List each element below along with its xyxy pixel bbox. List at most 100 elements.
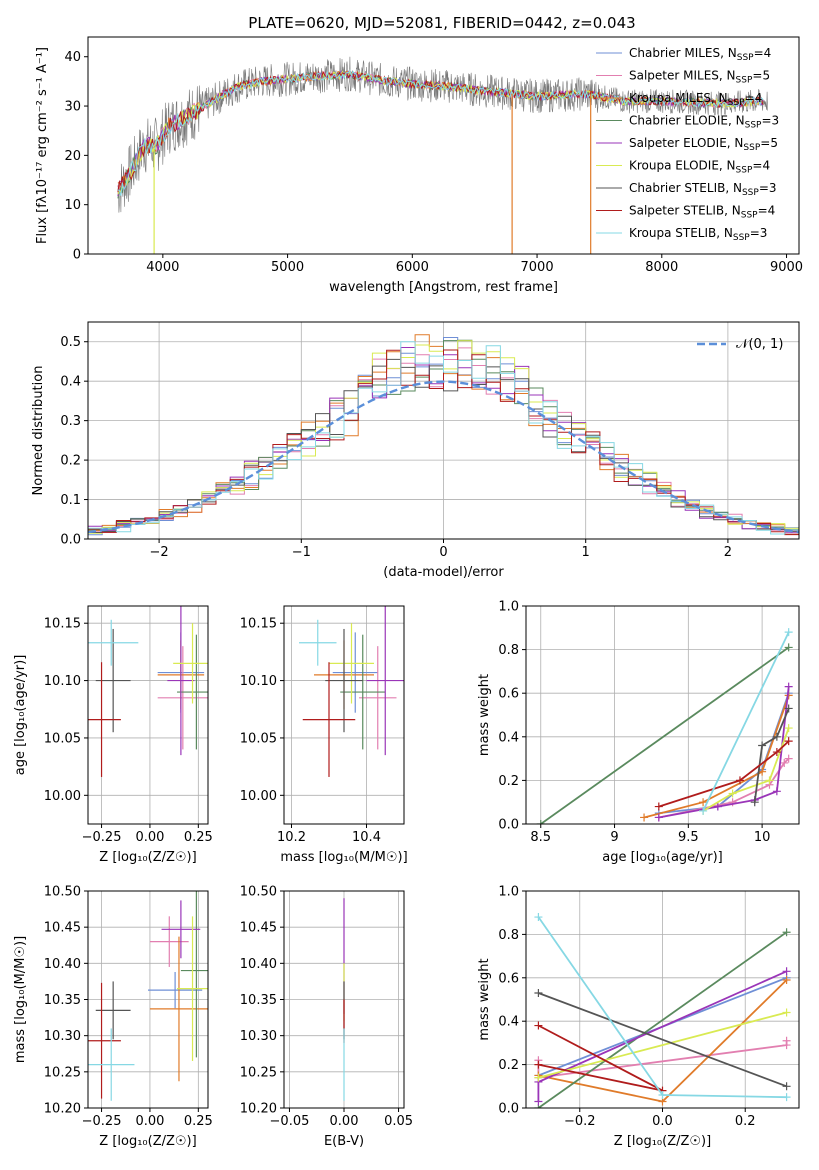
x-axis-label: age [log₁₀(age/yr)] xyxy=(602,850,723,865)
y-tick-label: 0.4 xyxy=(60,375,81,390)
y-tick-label: 0.2 xyxy=(498,1058,519,1073)
y-tick-label: 10.00 xyxy=(44,789,81,804)
x-tick-label: 7000 xyxy=(521,260,554,275)
x-axis-label: E(B-V) xyxy=(324,1134,364,1149)
legend-entry: Chabrier MILES, NSSP=4 xyxy=(629,46,771,63)
weight-series-line xyxy=(658,740,790,808)
plot-area xyxy=(117,56,768,254)
figure-title: PLATE=0620, MJD=52081, FIBERID=0442, z=0… xyxy=(248,14,635,32)
legend-entry: Chabrier STELIB, NSSP=3 xyxy=(629,181,777,198)
weight-point-marker xyxy=(699,798,708,807)
y-tick-label: 0.4 xyxy=(498,730,519,745)
weight-point-marker xyxy=(534,1021,543,1030)
weight-point-marker xyxy=(772,748,781,757)
y-tick-label: 20 xyxy=(64,149,81,164)
plot-area xyxy=(534,913,791,1108)
x-tick-label: −1 xyxy=(292,545,311,560)
x-tick-label: 0.25 xyxy=(184,1114,213,1129)
weight-point-marker xyxy=(765,776,774,785)
y-tick-label: 0.8 xyxy=(498,928,519,943)
x-tick-label: 10.4 xyxy=(352,830,381,845)
x-tick-label: 8000 xyxy=(645,260,678,275)
y-axis-label: Normed distribution xyxy=(31,366,46,496)
weight-point-marker xyxy=(784,754,793,763)
x-tick-label: 9000 xyxy=(770,260,803,275)
x-axis-label: Z [log₁₀(Z/Z☉)] xyxy=(99,1134,196,1149)
x-tick-label: −0.25 xyxy=(82,830,122,845)
x-tick-label: 2 xyxy=(724,545,732,560)
x-axis-label: Z [log₁₀(Z/Z☉)] xyxy=(99,850,196,865)
weight-point-marker xyxy=(782,975,791,984)
weight-point-marker xyxy=(782,1093,791,1102)
model-spectrum-line xyxy=(117,70,764,193)
x-tick-label: 0.00 xyxy=(135,830,164,845)
weight-point-marker xyxy=(772,732,781,741)
weight-series-line xyxy=(537,931,788,1108)
y-tick-label: 10.30 xyxy=(240,1029,277,1044)
legend-entry: Salpeter ELODIE, NSSP=5 xyxy=(629,136,778,153)
weight-point-marker xyxy=(784,628,793,637)
y-tick-label: 10.10 xyxy=(44,674,81,689)
y-tick-label: 10.45 xyxy=(240,921,277,936)
x-tick-label: 0.05 xyxy=(384,1114,413,1129)
weight-series-line xyxy=(538,1011,787,1079)
weight-series-line xyxy=(538,992,787,1088)
y-tick-label: 10.35 xyxy=(240,993,277,1008)
weight-point-marker xyxy=(784,682,793,691)
age-vs-mass-panel: 10.2 10.4 10.00 10.05 10.10 10.15 mass [log₁₀(… xyxy=(240,605,408,865)
weight-point-marker xyxy=(658,1090,667,1099)
plot-area xyxy=(88,606,208,777)
model-spectrum-line xyxy=(117,70,764,193)
x-tick-label: −0.25 xyxy=(82,1114,122,1129)
weight-series-line xyxy=(540,646,790,824)
y-tick-label: 10.05 xyxy=(240,731,277,746)
legend-entry: Salpeter STELIB, NSSP=4 xyxy=(629,204,775,221)
y-tick-label: 10.30 xyxy=(44,1029,81,1044)
y-tick-label: 10.50 xyxy=(44,885,81,900)
weight-series-line xyxy=(702,727,790,812)
weight-series-line xyxy=(702,631,790,812)
weight-point-marker xyxy=(750,798,759,807)
weight-point-marker xyxy=(534,988,543,997)
axes-frame xyxy=(525,605,800,825)
weight-point-marker xyxy=(782,1082,791,1091)
legend-entry: Chabrier ELODIE, NSSP=3 xyxy=(629,114,779,131)
x-tick-label: −0.2 xyxy=(564,1114,596,1129)
weight-series-line xyxy=(643,695,790,819)
age-vs-metallicity-panel: −0.25 0.00 0.25 10.00 10.05 10.10 10.15 Z [log₁… xyxy=(13,605,213,865)
weight-point-marker xyxy=(534,913,543,922)
plot-area xyxy=(299,606,404,777)
y-tick-label: 0.1 xyxy=(60,493,81,508)
y-axis-label: mass weight xyxy=(477,958,492,1040)
y-tick-label: 10.40 xyxy=(44,957,81,972)
weight-point-marker xyxy=(780,758,789,767)
x-tick-label: 9.5 xyxy=(678,830,699,845)
legend-entry: 𝒩(0, 1) xyxy=(736,337,783,352)
mass-vs-extinction-panel: −0.05 0.00 0.05 10.20 10.25 10.30 10.35 10.40 10… xyxy=(240,885,413,1150)
x-tick-label: 5000 xyxy=(271,260,304,275)
weight-point-marker xyxy=(784,643,793,652)
axes-frame xyxy=(87,36,800,255)
y-tick-label: 10.40 xyxy=(240,957,277,972)
x-axis-label: (data-model)/error xyxy=(383,565,504,580)
x-tick-label: 0.00 xyxy=(135,1114,164,1129)
x-tick-label: −0.05 xyxy=(270,1114,310,1129)
x-tick-label: 1 xyxy=(582,545,590,560)
x-tick-label: 0 xyxy=(439,545,447,560)
y-tick-label: 10.15 xyxy=(44,617,81,632)
mass-vs-metallicity-panel: −0.25 0.00 0.25 10.20 10.25 10.30 10.35 10.40 10… xyxy=(13,885,213,1150)
spectrum-data-line xyxy=(117,56,768,213)
y-tick-label: 0.2 xyxy=(498,774,519,789)
weight-point-marker xyxy=(699,806,708,815)
model-spectrum-line xyxy=(117,70,764,195)
weight-point-marker xyxy=(782,1008,791,1017)
legend-entry: Kroupa MILES, NSSP=4 xyxy=(629,91,762,108)
y-tick-label: 0.0 xyxy=(498,818,519,833)
y-tick-label: 10.50 xyxy=(240,885,277,900)
y-axis-label: mass weight xyxy=(477,674,492,756)
x-axis-label: wavelength [Angstrom, rest frame] xyxy=(329,280,558,295)
y-tick-label: 10.20 xyxy=(240,1102,277,1117)
x-tick-label: 0.00 xyxy=(330,1114,359,1129)
y-tick-label: 10.35 xyxy=(44,993,81,1008)
